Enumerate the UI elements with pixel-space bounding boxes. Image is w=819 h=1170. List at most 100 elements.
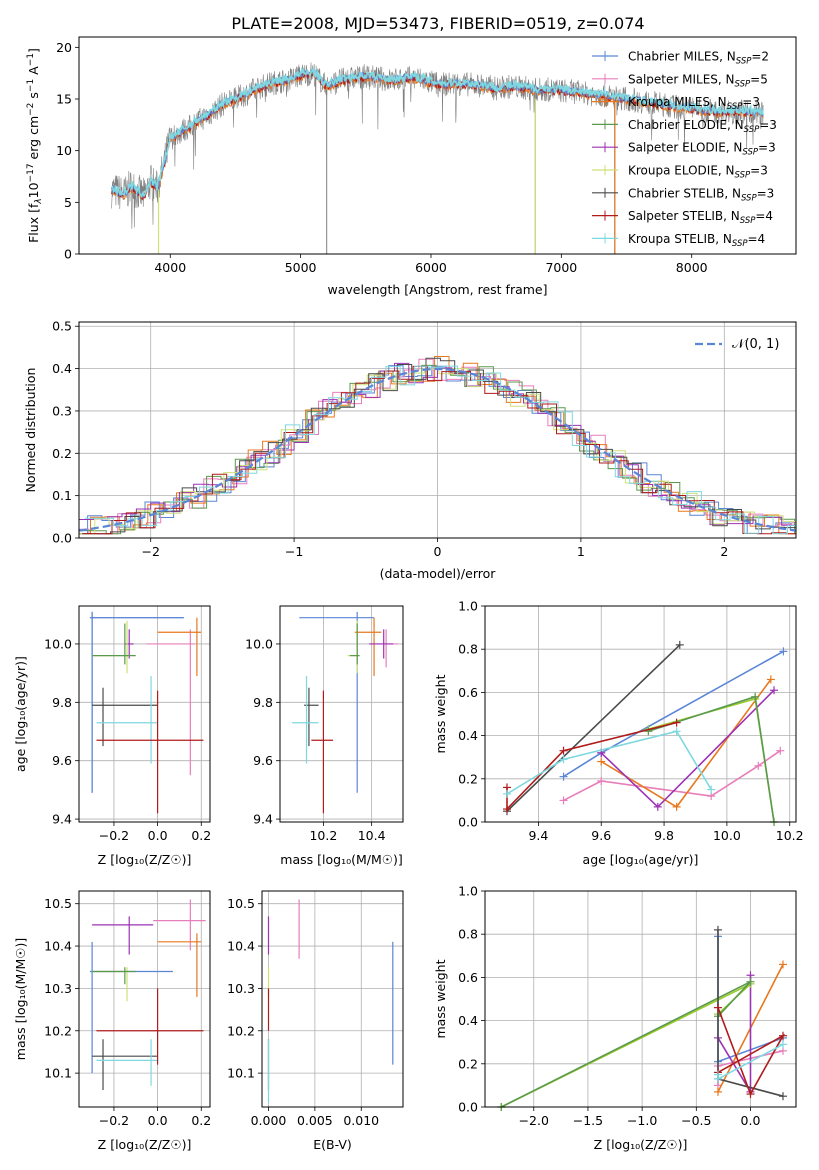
mass-weight-line [506, 730, 712, 795]
y-tick-label: 0.6 [458, 970, 478, 985]
legend-entry: Salpeter ELODIE, NSSP=3 [628, 141, 776, 158]
x-tick-label: −0.2 [99, 1113, 129, 1128]
x-tick-label: −0.5 [681, 1113, 711, 1128]
normal-curve [78, 367, 797, 532]
y-tick-label: 9.8 [52, 695, 72, 710]
residual-histogram [83, 365, 796, 535]
mass-weight-line [506, 644, 681, 812]
y-tick-label: 0.0 [458, 1100, 478, 1115]
y-tick-label: 20 [56, 40, 72, 55]
legend-entry: Kroupa STELIB, NSSP=4 [628, 232, 765, 249]
legend-entry-part: Kroupa MILES, N [628, 95, 727, 109]
x-tick-label: 1 [577, 544, 585, 559]
legend-entry: Kroupa MILES, NSSP=3 [628, 95, 760, 112]
y-tick-label: 0.4 [458, 1013, 478, 1028]
x-tick-label: 9.8 [654, 828, 674, 843]
y-tick-label: 10.0 [44, 636, 72, 651]
y-axis-label: mass weight [433, 674, 448, 753]
y-tick-label: 0.0 [458, 815, 478, 830]
y-tick-label: 0.3 [52, 403, 72, 418]
x-tick-label: 10.0 [713, 828, 741, 843]
y-axis-label-part: Flux [f [26, 203, 41, 243]
axes-frame [484, 605, 797, 823]
y-tick-label: 9.6 [52, 753, 72, 768]
y-tick-label: 10 [56, 143, 72, 158]
y-tick-label: 10.5 [44, 896, 72, 911]
x-axis-label: (data-model)/error [380, 566, 497, 581]
x-tick-label: 7000 [545, 260, 577, 275]
y-axis-label-part: erg cm [26, 116, 41, 164]
y-tick-label: 1.0 [458, 599, 478, 614]
residual-histogram [79, 356, 796, 535]
x-axis-label: mass [log₁₀(M/M☉)] [280, 852, 402, 867]
y-axis-label: mass [log₁₀(M/M☉)] [13, 938, 28, 1060]
y-tick-label: 10.4 [227, 939, 255, 954]
x-axis-label: wavelength [Angstrom, rest frame] [327, 282, 547, 297]
y-tick-label: 9.4 [253, 812, 273, 827]
residual-histogram [80, 368, 796, 535]
legend-entry-part: =4 [755, 209, 773, 223]
legend-entry-part: Salpeter MILES, N [628, 72, 735, 86]
y-axis-label: mass weight [433, 959, 448, 1038]
residual-histogram [81, 357, 796, 535]
y-tick-label: 9.8 [253, 695, 273, 710]
y-tick-label: 10.1 [227, 1066, 255, 1081]
y-tick-label: 10.5 [227, 896, 255, 911]
y-tick-label: 0.8 [458, 927, 478, 942]
legend-entry-part: SSP [741, 193, 757, 203]
legend-entry: Chabrier STELIB, NSSP=3 [628, 186, 774, 203]
mass_vs_Z-panel: −0.2 0.0 0.2 10.1 10.2 10.3 10.4 10.5 Z [log₁₀(Z… [13, 890, 211, 1152]
legend-entry-part: =2 [751, 50, 769, 64]
x-tick-label: −2 [141, 544, 159, 559]
x-tick-label: −1.5 [573, 1113, 603, 1128]
mass-weight-line [506, 721, 677, 811]
legend-entry-part: Salpeter STELIB, N [628, 209, 740, 223]
x-tick-label: 0.0 [148, 828, 168, 843]
x-tick-label: 0.000 [251, 1113, 287, 1128]
x-tick-label: −0.2 [99, 828, 129, 843]
y-axis-label-part: 10 [26, 182, 41, 198]
residual-histogram [84, 365, 796, 535]
mass_vs_ebv-panel: 0.000 0.005 0.010 10.1 10.2 10.3 10.4 10.5 E(B-V… [227, 890, 404, 1152]
y-axis-label-part: s [26, 92, 41, 103]
y-axis-label-part: −1 [26, 53, 36, 66]
legend-entry-part: =5 [750, 72, 768, 86]
model-fit-line [111, 69, 764, 201]
y-axis-label-part: ] [26, 48, 41, 53]
y-tick-label: 15 [56, 92, 72, 107]
spectrum-panel: 4000 5000 6000 7000 8000 0 5 10 15 20 wavelength [… [26, 36, 797, 297]
legend-entry-part: SSP [735, 171, 751, 181]
x-tick-label: 8000 [676, 260, 708, 275]
axes-frame [261, 890, 404, 1108]
y-axis-label-part: −17 [26, 163, 36, 182]
x-axis-label: Z [log₁₀(Z/Z☉)] [98, 852, 192, 867]
y-axis-label-part: λ [34, 198, 44, 204]
legend-entry: Salpeter STELIB, NSSP=4 [628, 209, 773, 226]
y-tick-label: 10.2 [227, 1023, 255, 1038]
axes-frame [78, 321, 797, 539]
axes-frame [78, 605, 211, 823]
x-axis-label: E(B-V) [313, 1137, 352, 1152]
y-tick-label: 0.2 [52, 446, 72, 461]
x-tick-label: −2.0 [519, 1113, 549, 1128]
legend-entry-part: =3 [759, 118, 777, 132]
y-tick-label: 0.2 [458, 771, 478, 786]
model-fit-line [111, 66, 764, 198]
legend-entry-part: =3 [757, 186, 775, 200]
y-tick-label: 10.3 [44, 981, 72, 996]
legend-entry-part: Chabrier MILES, N [628, 50, 736, 64]
residuals-panel: −2 −1 0 1 2 0.0 0.1 0.2 0.3 0.4 0.5 (data-model)/er… [23, 319, 797, 581]
x-tick-label: 9.4 [528, 828, 548, 843]
legend-entry-part: Salpeter ELODIE, N [628, 141, 742, 155]
mass-weight-line [717, 1007, 786, 1096]
legend-entry: Kroupa ELODIE, NSSP=3 [628, 164, 768, 181]
massweight_vs_age-panel: 9.4 9.6 9.8 10.0 10.2 0.0 0.2 0.4 0.6 0.8 1.0 age [… [433, 599, 804, 868]
y-tick-label: 0.4 [458, 728, 478, 743]
x-axis-label: Z [log₁₀(Z/Z☉)] [98, 1137, 192, 1152]
x-tick-label: 0 [434, 544, 442, 559]
y-tick-label: 9.6 [253, 753, 273, 768]
x-tick-label: 0.2 [191, 1113, 211, 1128]
y-tick-label: 1.0 [458, 884, 478, 899]
y-tick-label: 0.5 [52, 319, 72, 334]
